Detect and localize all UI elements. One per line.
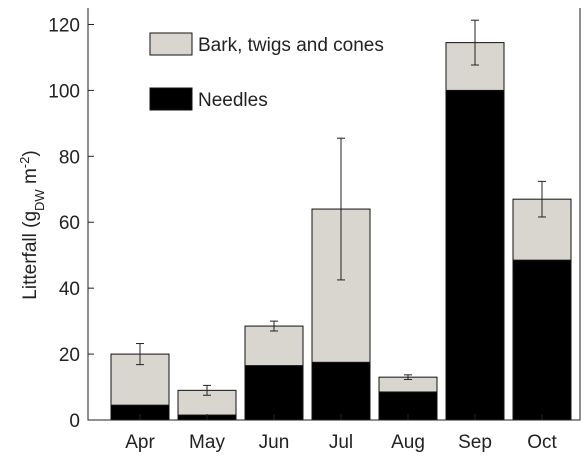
legend-label: Bark, twigs and cones: [198, 35, 384, 56]
error-bar: [270, 320, 278, 332]
x-tick-label: Sep: [458, 432, 492, 453]
error-bar: [471, 19, 479, 66]
y-tick-label: 120: [48, 15, 80, 36]
error-bar: [337, 137, 345, 281]
error-bar: [136, 343, 144, 366]
bar-segment: [244, 325, 304, 367]
y-tick-label: 80: [59, 147, 80, 168]
bar-segment: [445, 89, 505, 421]
y-label-text: Litterfall (g: [20, 211, 41, 300]
y-label-end: ): [20, 150, 41, 156]
bar-segment: [244, 365, 304, 421]
bar-segment: [512, 259, 572, 421]
x-tick-label: Oct: [527, 432, 557, 453]
legend-swatch: [149, 87, 193, 111]
y-tick-label: 100: [48, 81, 80, 102]
error-bar: [404, 374, 412, 380]
legend-label: Needles: [198, 90, 268, 111]
y-tick-label: 0: [69, 411, 80, 432]
legend-swatch: [149, 32, 193, 56]
x-tick-label: Jun: [259, 432, 290, 453]
y-tick-label: 20: [59, 345, 80, 366]
bar-segment: [110, 353, 170, 406]
x-tick-label: May: [189, 432, 225, 453]
y-tick-label: 60: [59, 213, 80, 234]
axes: [87, 8, 581, 421]
x-tick-label: Jul: [329, 432, 353, 453]
error-bar: [538, 180, 546, 218]
error-bar: [203, 384, 211, 396]
y-label-sup: -2: [17, 157, 32, 169]
x-tick-label: Aug: [391, 432, 425, 453]
y-axis-label: Litterfall (gDW m-2): [17, 150, 47, 299]
x-tick-label: Apr: [125, 432, 155, 453]
bar-segment: [311, 361, 371, 421]
y-label-sub: DW: [32, 189, 47, 211]
y-tick-label: 40: [59, 279, 80, 300]
y-label-mid: m: [20, 168, 41, 189]
